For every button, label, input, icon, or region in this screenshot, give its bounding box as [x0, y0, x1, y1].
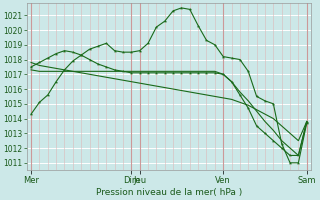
X-axis label: Pression niveau de la mer( hPa ): Pression niveau de la mer( hPa ) — [96, 188, 242, 197]
